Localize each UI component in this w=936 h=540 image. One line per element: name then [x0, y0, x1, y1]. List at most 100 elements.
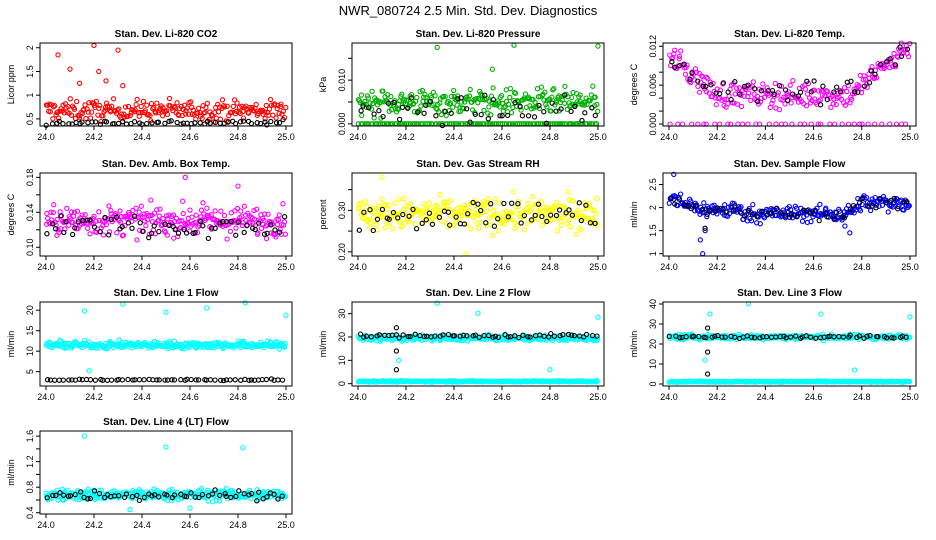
- data-point: [785, 97, 791, 103]
- data-point: [808, 218, 814, 225]
- data-point: [719, 334, 725, 340]
- data-point: [193, 212, 199, 218]
- data-point: [67, 493, 74, 499]
- x-tick-label: 24.6: [493, 392, 511, 402]
- data-point: [90, 221, 96, 227]
- y-tick-label: 0.006: [648, 74, 658, 97]
- x-tick-label: 24.8: [229, 132, 247, 142]
- data-point: [48, 209, 54, 215]
- data-point: [677, 335, 683, 341]
- data-point: [108, 207, 114, 214]
- data-point: [738, 204, 744, 210]
- data-point: [399, 91, 405, 97]
- data-point: [277, 226, 283, 233]
- data-point: [118, 111, 125, 117]
- data-point: [885, 209, 891, 215]
- data-point: [248, 490, 255, 497]
- data-point: [672, 64, 678, 70]
- data-point: [197, 110, 203, 116]
- x-tick-label: 24.0: [660, 132, 678, 142]
- data-point: [166, 95, 173, 102]
- data-point: [583, 331, 590, 338]
- data-point: [689, 70, 695, 76]
- data-point: [712, 333, 718, 339]
- x-tick-label: 24.4: [133, 520, 151, 530]
- data-point: [678, 48, 684, 54]
- chart-p4: Stan. Dev. Amb. Box Temp. degrees C 24.0 24…: [6, 159, 295, 272]
- data-point: [282, 344, 288, 350]
- data-point: [528, 217, 535, 223]
- x-tick-label: 25.0: [277, 262, 295, 272]
- data-point: [156, 213, 162, 219]
- chart-p3: Stan. Dev. Li-820 Temp. degrees C 24.0 24.2…: [629, 29, 919, 142]
- chart-p5: Stan. Dev. Gas Stream RH percent 24.0 24.2 2…: [318, 159, 607, 272]
- data-point: [207, 120, 213, 126]
- data-point: [682, 202, 688, 208]
- data-point: [68, 112, 75, 118]
- data-point: [102, 494, 108, 501]
- data-point: [378, 99, 384, 105]
- data-point: [817, 102, 824, 108]
- data-point: [746, 90, 752, 96]
- data-point: [144, 120, 150, 127]
- data-point: [528, 106, 534, 112]
- data-point: [74, 98, 80, 105]
- data-point: [907, 334, 913, 341]
- data-point: [524, 220, 530, 226]
- data-point: [764, 85, 770, 91]
- data-point: [131, 119, 138, 125]
- data-point: [423, 102, 429, 108]
- data-point: [399, 104, 406, 111]
- data-point: [85, 120, 91, 126]
- data-point: [432, 333, 438, 339]
- data-point: [148, 197, 154, 203]
- data-point: [750, 201, 756, 208]
- data-point: [357, 331, 364, 337]
- data-point: [122, 104, 129, 110]
- data-point: [253, 101, 259, 108]
- data-point: [140, 228, 146, 234]
- data-points: [666, 300, 913, 385]
- data-point: [717, 87, 724, 93]
- data-point: [454, 102, 460, 108]
- data-point: [777, 333, 783, 340]
- data-point: [256, 489, 262, 495]
- plot-frame: [39, 301, 293, 387]
- data-point: [162, 120, 168, 127]
- data-point: [517, 103, 523, 109]
- x-tick-label: 24.2: [708, 132, 726, 142]
- data-point: [136, 377, 143, 383]
- data-point-outlier: [434, 44, 440, 51]
- data-point: [218, 208, 224, 214]
- data-point: [666, 333, 672, 340]
- data-point: [457, 333, 463, 339]
- y-axis-label: ml/min: [629, 201, 639, 228]
- data-point: [268, 102, 275, 108]
- data-point: [232, 120, 239, 127]
- data-point: [87, 377, 94, 383]
- data-point: [490, 85, 496, 91]
- data-point: [748, 334, 755, 340]
- data-point: [669, 59, 675, 65]
- data-point: [272, 227, 278, 233]
- data-point: [691, 333, 697, 339]
- data-point: [96, 105, 102, 112]
- data-point-outlier: [842, 223, 848, 229]
- data-point: [50, 492, 56, 499]
- data-point-outlier: [595, 314, 601, 320]
- data-point: [212, 119, 219, 126]
- data-point: [583, 202, 589, 208]
- y-tick-label: 0.14: [25, 204, 35, 222]
- data-point: [224, 103, 230, 109]
- data-point: [397, 219, 403, 225]
- data-point: [450, 87, 457, 94]
- data-point: [906, 378, 913, 385]
- data-point-outlier: [81, 433, 88, 439]
- data-point: [478, 219, 484, 225]
- data-point: [404, 97, 410, 103]
- data-point: [176, 112, 182, 119]
- data-point: [233, 225, 239, 231]
- data-point: [263, 376, 270, 383]
- data-point-outlier: [163, 444, 169, 450]
- data-point: [434, 203, 440, 210]
